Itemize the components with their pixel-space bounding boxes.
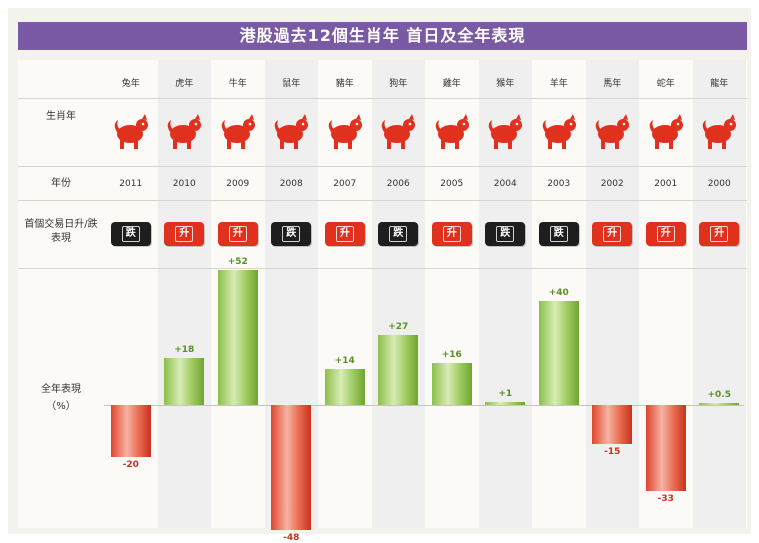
first-day-down-badge: 跌 — [538, 222, 579, 246]
first-day-up-badge: 升 — [699, 222, 740, 246]
year-label: 2001 — [654, 179, 678, 189]
first-day-up-badge: 升 — [592, 222, 633, 246]
data-label: +16 — [441, 350, 462, 361]
row-label-year: 年份 — [51, 178, 71, 189]
zodiac-label: 龍年 — [710, 79, 729, 89]
first-day-down-badge: 跌 — [271, 222, 312, 246]
bar-positive — [699, 403, 740, 405]
zero-line — [104, 405, 744, 406]
data-label: -48 — [283, 532, 300, 543]
bar-positive — [164, 358, 205, 405]
row-label-first-day: 首個交易日升/跌表現 — [24, 219, 98, 244]
first-day-up-badge: 升 — [324, 222, 365, 246]
first-day-label: 跌 — [389, 226, 408, 242]
zodiac-label: 虎年 — [175, 79, 194, 89]
data-label: +0.5 — [707, 390, 731, 400]
dragon-icon — [700, 114, 738, 150]
first-day-up-badge: 升 — [217, 222, 258, 246]
first-day-label: 升 — [603, 226, 622, 242]
first-day-label: 跌 — [282, 226, 301, 242]
first-day-down-badge: 跌 — [378, 222, 419, 246]
bar-negative — [592, 405, 633, 444]
pig-icon — [326, 114, 364, 150]
monkey-icon — [486, 114, 524, 150]
row-label-annual: 全年表現 — [41, 384, 81, 395]
tiger-icon — [165, 114, 203, 150]
first-day-label: 升 — [228, 226, 247, 242]
ox-icon — [219, 114, 257, 150]
year-label: 2005 — [440, 179, 464, 189]
year-label: 2006 — [386, 179, 410, 189]
first-day-label: 升 — [656, 226, 675, 242]
zodiac-label: 蛇年 — [656, 79, 675, 89]
first-day-down-badge: 跌 — [110, 222, 151, 246]
year-label: 2002 — [600, 179, 624, 189]
snake-icon — [647, 114, 685, 150]
data-label: -20 — [122, 460, 139, 470]
goat-icon — [540, 114, 578, 150]
data-label: +27 — [388, 321, 409, 332]
year-label: 2004 — [493, 179, 517, 189]
first-day-up-badge: 升 — [164, 222, 205, 246]
bar-positive — [485, 402, 526, 405]
bar-positive — [324, 368, 365, 405]
first-day-up-badge: 升 — [645, 222, 686, 246]
dog-icon — [379, 114, 417, 150]
zodiac-label: 羊年 — [549, 79, 568, 89]
rat-icon — [272, 114, 310, 150]
bar-positive — [538, 301, 579, 405]
year-label: 2007 — [333, 179, 357, 189]
year-label: 2010 — [172, 179, 196, 189]
bar-positive — [378, 334, 419, 405]
data-label: -15 — [604, 447, 621, 457]
data-label: +52 — [227, 256, 248, 267]
first-day-label: 跌 — [496, 226, 515, 242]
divider — [18, 268, 747, 269]
year-label: 2009 — [226, 179, 250, 189]
first-day-label: 升 — [335, 226, 354, 242]
chart-title: 港股過去12個生肖年 首日及全年表現 — [18, 22, 747, 50]
year-label: 2000 — [707, 179, 731, 189]
bar-negative — [271, 405, 312, 530]
data-label: -33 — [657, 493, 674, 504]
divider — [18, 200, 747, 201]
first-day-down-badge: 跌 — [485, 222, 526, 246]
zodiac-label: 狗年 — [389, 79, 408, 89]
first-day-label: 跌 — [121, 226, 140, 242]
rooster-icon — [433, 114, 471, 150]
year-label: 2003 — [547, 179, 571, 189]
row-label-unit: （%） — [46, 401, 76, 412]
bar-positive — [431, 363, 472, 405]
first-day-up-badge: 升 — [431, 222, 472, 246]
zodiac-label: 豬年 — [335, 79, 354, 89]
zodiac-label: 鼠年 — [282, 79, 301, 89]
year-label: 2008 — [279, 179, 303, 189]
year-label: 2011 — [119, 179, 143, 189]
bar-positive — [217, 269, 258, 405]
zodiac-label: 牛年 — [228, 79, 247, 89]
bar-negative — [645, 405, 686, 491]
row-label-zodiac: 生肖年 — [46, 111, 76, 122]
data-label: +1 — [498, 389, 513, 400]
rabbit-icon — [112, 114, 150, 150]
zodiac-label: 猴年 — [496, 79, 515, 89]
bar-negative — [110, 405, 151, 457]
zodiac-label: 馬年 — [603, 79, 622, 89]
zodiac-label: 雞年 — [442, 79, 461, 89]
first-day-label: 升 — [710, 226, 729, 242]
data-label: +40 — [548, 288, 569, 298]
divider — [18, 98, 747, 99]
zodiac-label: 兔年 — [121, 79, 140, 89]
divider — [18, 166, 747, 167]
data-label: +18 — [174, 345, 195, 356]
first-day-label: 跌 — [549, 226, 568, 242]
first-day-label: 升 — [175, 226, 194, 242]
data-label: +14 — [334, 355, 355, 366]
horse-icon — [593, 114, 631, 150]
first-day-label: 升 — [442, 226, 461, 242]
